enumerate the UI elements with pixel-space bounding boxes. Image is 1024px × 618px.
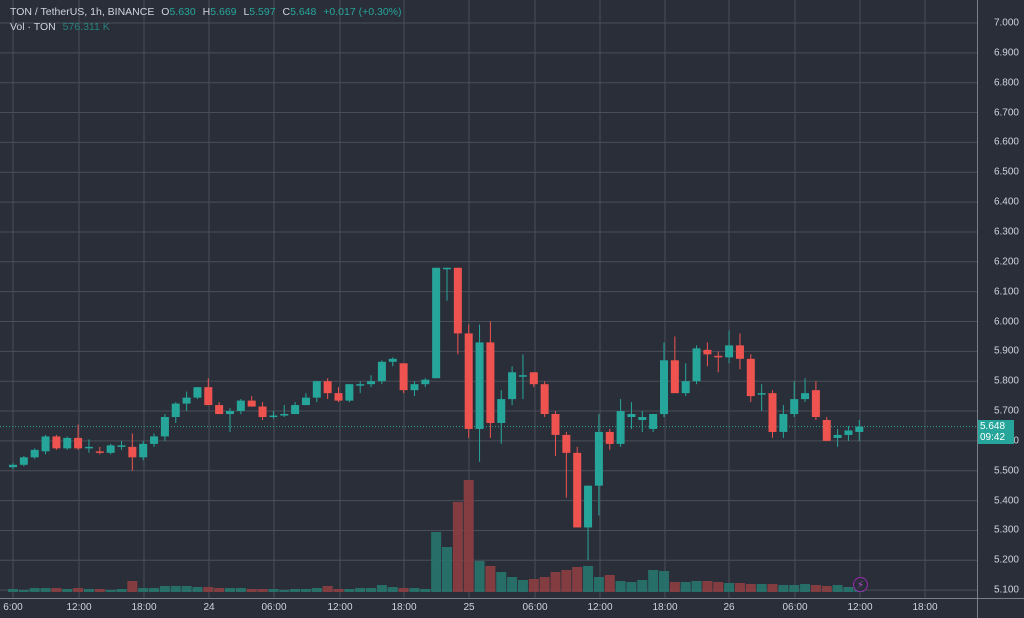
time-tick: 25	[463, 602, 475, 613]
low-value: 5.597	[249, 6, 276, 18]
price-tick: 6.400	[993, 196, 1019, 208]
time-tick: 18:00	[912, 602, 938, 613]
time-tick: 12:00	[847, 602, 873, 613]
time-axis[interactable]: 6:00 12:00 18:00 24 06:00 12:00 18:00 25 06:00 12…	[0, 598, 977, 618]
time-tick: 06:00	[522, 602, 548, 613]
time-tick: 06:00	[261, 602, 287, 613]
price-tick: 6.100	[993, 286, 1019, 298]
symbol-row: TON / TetherUS, 1h, BINANCE O5.630 H5.66…	[10, 6, 402, 18]
close-value: 5.648	[290, 6, 317, 18]
time-tick: 06:00	[782, 602, 808, 613]
volume-row: Vol · TON 576.311 K	[10, 20, 402, 35]
price-tick: 7.000	[993, 17, 1019, 29]
price-tick: 5.500	[993, 465, 1019, 477]
time-tick: 12:00	[66, 602, 92, 613]
lightning-bolt-icon[interactable]: ⚡	[853, 577, 868, 592]
price-tick: 6.500	[993, 166, 1019, 178]
high-value: 5.669	[210, 6, 237, 18]
open-value: 5.630	[169, 6, 196, 18]
price-tick: 6.200	[993, 256, 1019, 268]
price-tick: 6.600	[993, 136, 1019, 148]
price-tick: 6.800	[993, 77, 1019, 89]
time-tick: 12:00	[587, 602, 613, 613]
price-tick: 6.300	[993, 226, 1019, 238]
price-tick: 5.300	[993, 524, 1019, 536]
price-tick: 5.100	[993, 584, 1019, 596]
symbol-title[interactable]: TON / TetherUS, 1h, BINANCE	[10, 6, 155, 18]
volume-label[interactable]: Vol · TON	[10, 21, 56, 33]
volume-value: 576.311 K	[62, 21, 110, 33]
price-tick: 6.700	[993, 107, 1019, 119]
price-tick: 5.800	[993, 375, 1019, 387]
time-tick: 26	[723, 602, 735, 613]
time-tick: 18:00	[131, 602, 157, 613]
time-tick: 6:00	[3, 602, 23, 613]
price-tick: 5.200	[993, 554, 1019, 566]
price-tick: 6.900	[993, 47, 1019, 59]
time-tick: 24	[203, 602, 215, 613]
price-tick: 5.400	[993, 495, 1019, 507]
axis-corner[interactable]	[977, 598, 1024, 618]
time-tick: 18:00	[652, 602, 678, 613]
last-price-label: 5.648 09:42	[978, 420, 1014, 444]
time-tick: 18:00	[391, 602, 417, 613]
price-plot[interactable]	[0, 0, 977, 598]
time-tick: 12:00	[327, 602, 353, 613]
price-axis[interactable]: 7.000 6.900 6.800 6.700 6.600 6.500 6.400 6.300…	[977, 0, 1024, 598]
bar-countdown: 09:42	[980, 432, 1006, 443]
price-tick: 6.000	[993, 316, 1019, 327]
chart-legend: TON / TetherUS, 1h, BINANCE O5.630 H5.66…	[10, 5, 402, 35]
change-value: +0.017 (+0.30%)	[323, 6, 402, 18]
price-tick: 5.900	[993, 345, 1019, 357]
price-tick: 5.700	[993, 405, 1019, 417]
